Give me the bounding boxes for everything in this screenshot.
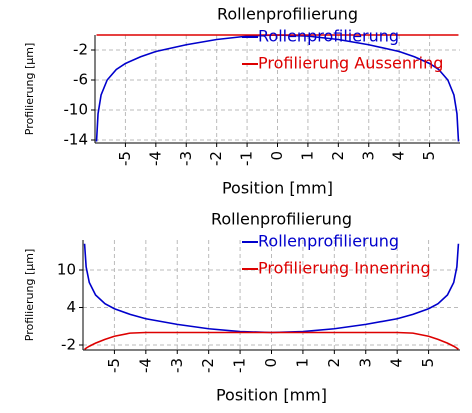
x-tick-label: 4 [388,358,406,368]
legend-label: Profilierung Innenring [258,259,431,278]
x-tick-label: -2 [207,151,225,166]
x-tick-label: -4 [146,151,164,166]
y-tick-label: 4 [66,298,76,316]
x-tick-label: 2 [325,358,343,368]
x-tick-label: 3 [356,358,374,368]
legend-label: Profilierung Aussenring [258,54,443,73]
x-tick-label: 1 [298,151,316,161]
x-tick-label: -5 [105,358,123,373]
y-tick-label: -10 [64,101,89,119]
y-tick-label: -6 [73,71,88,89]
x-tick-label: -1 [238,151,256,166]
x-tick-label: 1 [293,358,311,368]
x-tick-label: -1 [231,358,249,373]
x-axis-label: Position [mm] [216,386,327,405]
x-tick-label: -4 [136,358,154,373]
x-tick-label: 4 [390,151,408,161]
y-tick-label: -2 [61,336,76,354]
chart-title: Rollenprofilierung [217,5,358,24]
x-tick-label: -3 [168,358,186,373]
x-tick-label: 3 [359,151,377,161]
y-tick-label: -14 [64,131,89,149]
x-tick-label: 2 [329,151,347,161]
x-tick-label: 5 [420,151,438,161]
y-axis-label: Profilierung [µm] [23,249,36,342]
legend-label: Rollenprofilierung [258,232,399,251]
x-tick-label: -2 [199,358,217,373]
legend-label: Rollenprofilierung [258,27,399,46]
y-tick-label: 10 [57,261,76,279]
chart-title: Rollenprofilierung [211,210,352,229]
y-tick-label: -2 [73,41,88,59]
x-tick-label: 5 [419,358,437,368]
y-axis-label: Profilierung [µm] [23,43,36,136]
x-tick-label: -3 [177,151,195,166]
x-axis-label: Position [mm] [222,179,333,198]
x-tick-label: -5 [116,151,134,166]
x-tick-label: 0 [268,151,286,161]
x-tick-label: 0 [262,358,280,368]
series-line [84,331,459,351]
